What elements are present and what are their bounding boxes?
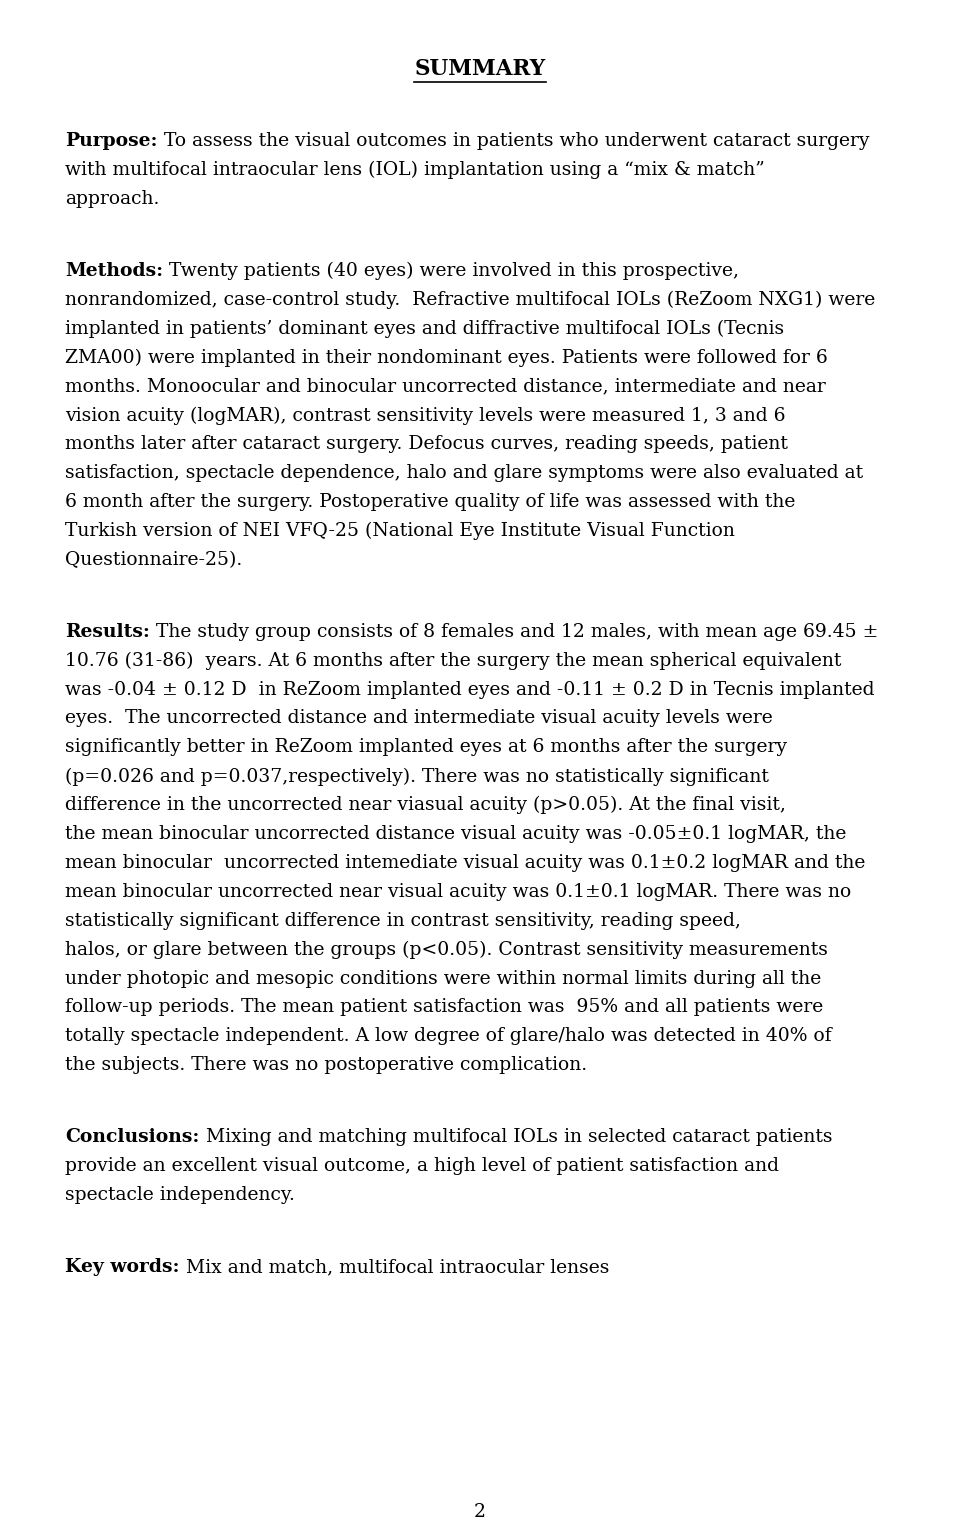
Text: Mixing and matching multifocal IOLs in selected cataract patients: Mixing and matching multifocal IOLs in s… [200, 1128, 832, 1147]
Text: the subjects. There was no postoperative complication.: the subjects. There was no postoperative… [65, 1056, 588, 1074]
Text: 6 month after the surgery. Postoperative quality of life was assessed with the: 6 month after the surgery. Postoperative… [65, 493, 796, 512]
Text: the mean binocular uncorrected distance visual acuity was -0.05±0.1 logMAR, the: the mean binocular uncorrected distance … [65, 825, 847, 844]
Text: mean binocular  uncorrected intemediate visual acuity was 0.1±0.2 logMAR and the: mean binocular uncorrected intemediate v… [65, 855, 866, 871]
Text: satisfaction, spectacle dependence, halo and glare symptoms were also evaluated : satisfaction, spectacle dependence, halo… [65, 464, 863, 483]
Text: implanted in patients’ dominant eyes and diffractive multifocal IOLs (Tecnis: implanted in patients’ dominant eyes and… [65, 320, 784, 338]
Text: SUMMARY: SUMMARY [415, 58, 545, 80]
Text: statistically significant difference in contrast sensitivity, reading speed,: statistically significant difference in … [65, 911, 741, 930]
Text: To assess the visual outcomes in patients who underwent cataract surgery: To assess the visual outcomes in patient… [157, 132, 870, 151]
Text: mean binocular uncorrected near visual acuity was 0.1±0.1 logMAR. There was no: mean binocular uncorrected near visual a… [65, 882, 852, 901]
Text: totally spectacle independent. A low degree of glare/halo was detected in 40% of: totally spectacle independent. A low deg… [65, 1027, 832, 1045]
Text: difference in the uncorrected near viasual acuity (p>0.05). At the final visit,: difference in the uncorrected near viasu… [65, 796, 786, 815]
Text: significantly better in ReZoom implanted eyes at 6 months after the surgery: significantly better in ReZoom implanted… [65, 738, 787, 756]
Text: Results:: Results: [65, 622, 150, 641]
Text: Purpose:: Purpose: [65, 132, 157, 151]
Text: Mix and match, multifocal intraocular lenses: Mix and match, multifocal intraocular le… [180, 1257, 610, 1276]
Text: approach.: approach. [65, 191, 159, 207]
Text: ZMA00) were implanted in their nondominant eyes. Patients were followed for 6: ZMA00) were implanted in their nondomina… [65, 349, 828, 367]
Text: Turkish version of NEI VFQ-25 (National Eye Institute Visual Function: Turkish version of NEI VFQ-25 (National … [65, 523, 735, 539]
Text: (p=0.026 and p=0.037,respectively). There was no statistically significant: (p=0.026 and p=0.037,respectively). Ther… [65, 767, 769, 785]
Text: eyes.  The uncorrected distance and intermediate visual acuity levels were: eyes. The uncorrected distance and inter… [65, 710, 773, 727]
Text: months later after cataract surgery. Defocus curves, reading speeds, patient: months later after cataract surgery. Def… [65, 435, 788, 453]
Text: Questionnaire-25).: Questionnaire-25). [65, 550, 243, 569]
Text: 10.76 (31-86)  years. At 6 months after the surgery the mean spherical equivalen: 10.76 (31-86) years. At 6 months after t… [65, 652, 842, 670]
Text: Methods:: Methods: [65, 261, 163, 280]
Text: Key words:: Key words: [65, 1257, 180, 1276]
Text: halos, or glare between the groups (p<0.05). Contrast sensitivity measurements: halos, or glare between the groups (p<0.… [65, 941, 828, 959]
Text: nonrandomized, case-control study.  Refractive multifocal IOLs (ReZoom NXG1) wer: nonrandomized, case-control study. Refra… [65, 290, 876, 309]
Text: Twenty patients (40 eyes) were involved in this prospective,: Twenty patients (40 eyes) were involved … [163, 261, 739, 280]
Text: was -0.04 ± 0.12 D  in ReZoom implanted eyes and -0.11 ± 0.2 D in Tecnis implant: was -0.04 ± 0.12 D in ReZoom implanted e… [65, 681, 875, 699]
Text: provide an excellent visual outcome, a high level of patient satisfaction and: provide an excellent visual outcome, a h… [65, 1157, 780, 1176]
Text: Conclusions:: Conclusions: [65, 1128, 200, 1147]
Text: months. Monoocular and binocular uncorrected distance, intermediate and near: months. Monoocular and binocular uncorre… [65, 378, 826, 395]
Text: with multifocal intraocular lens (IOL) implantation using a “mix & match”: with multifocal intraocular lens (IOL) i… [65, 161, 765, 180]
Text: vision acuity (logMAR), contrast sensitivity levels were measured 1, 3 and 6: vision acuity (logMAR), contrast sensiti… [65, 406, 786, 424]
Text: 2: 2 [474, 1503, 486, 1522]
Text: follow-up periods. The mean patient satisfaction was  95% and all patients were: follow-up periods. The mean patient sati… [65, 999, 824, 1016]
Text: under photopic and mesopic conditions were within normal limits during all the: under photopic and mesopic conditions we… [65, 970, 822, 988]
Text: The study group consists of 8 females and 12 males, with mean age 69.45 ±: The study group consists of 8 females an… [150, 622, 878, 641]
Text: spectacle independency.: spectacle independency. [65, 1187, 295, 1203]
